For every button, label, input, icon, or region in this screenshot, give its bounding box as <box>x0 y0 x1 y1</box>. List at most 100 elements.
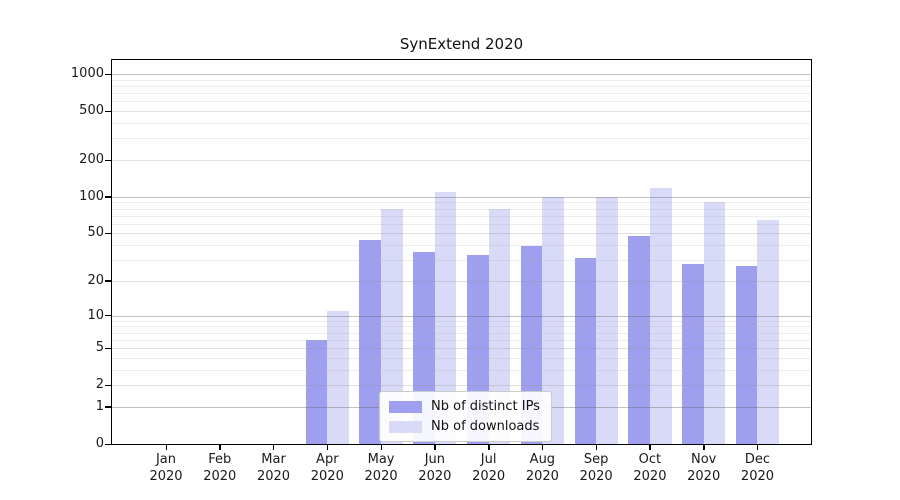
bar-distinct-ips-Dec-2020 <box>735 265 758 444</box>
y-tick-label-0: 0 <box>95 436 104 451</box>
x-tick-label-Apr-2020: Apr 2020 <box>310 452 344 484</box>
minor-gridline <box>112 223 811 225</box>
x-tick-label-Nov-2020: Nov 2020 <box>687 452 721 484</box>
gridline-20 <box>112 280 811 282</box>
y-tick-mark <box>105 159 111 161</box>
y-tick-label-500: 500 <box>79 103 104 119</box>
minor-gridline <box>112 215 811 217</box>
legend-row-downloads: Nb of downloads <box>389 419 540 434</box>
legend-swatch-downloads <box>389 420 422 433</box>
x-tick-mark <box>380 445 382 450</box>
x-tick-mark <box>595 445 598 450</box>
bar-downloads-Sep-2020 <box>596 196 618 444</box>
minor-gridline <box>112 320 811 322</box>
legend-swatch-distinct-ips <box>389 400 422 413</box>
y-tick-mark <box>105 384 111 387</box>
grid-layer <box>112 60 811 444</box>
minor-gridline <box>112 369 811 371</box>
legend-label-downloads: Nb of downloads <box>431 419 540 434</box>
minor-gridline <box>112 208 811 210</box>
gridline-10 <box>112 315 811 317</box>
y-tick-label-1: 1 <box>95 398 104 414</box>
y-tick-label-10: 10 <box>87 307 104 323</box>
gridline-2 <box>112 385 811 387</box>
x-tick-mark <box>541 445 544 450</box>
x-tick-mark <box>434 445 436 450</box>
y-tick-label-50: 50 <box>87 225 104 241</box>
bar-downloads-Dec-2020 <box>757 219 780 444</box>
x-tick-mark <box>326 445 329 450</box>
x-tick-label-Sep-2020: Sep 2020 <box>579 452 613 484</box>
bar-distinct-ips-May-2020 <box>359 240 382 444</box>
x-tick-mark <box>273 445 275 450</box>
bar-downloads-Nov-2020 <box>703 202 726 444</box>
bar-downloads-Aug-2020 <box>542 196 564 444</box>
y-tick-mark <box>105 406 111 408</box>
y-tick-mark <box>105 196 111 198</box>
y-tick-label-5: 5 <box>95 340 104 356</box>
minor-gridline <box>112 138 811 140</box>
x-tick-mark <box>219 445 221 450</box>
minor-gridline <box>112 357 811 359</box>
minor-gridline <box>112 260 811 262</box>
bars-layer <box>112 60 811 444</box>
bar-downloads-Apr-2020 <box>327 310 349 444</box>
x-tick-mark <box>165 445 167 450</box>
x-tick-label-Aug-2020: Aug 2020 <box>525 452 559 484</box>
x-tick-label-Mar-2020: Mar 2020 <box>256 452 291 484</box>
minor-gridline <box>112 79 811 81</box>
y-tick-mark <box>105 280 111 282</box>
x-tick-label-Jun-2020: Jun 2020 <box>418 452 452 484</box>
x-tick-label-Jan-2020: Jan 2020 <box>149 452 183 484</box>
gridline-1000 <box>112 74 811 76</box>
x-tick-label-May-2020: May 2020 <box>364 452 398 484</box>
y-tick-label-2: 2 <box>95 377 104 393</box>
bar-distinct-ips-Oct-2020 <box>628 235 650 444</box>
y-tick-label-1000: 1000 <box>70 66 104 82</box>
x-tick-mark <box>703 445 705 450</box>
x-tick-mark <box>488 445 490 450</box>
y-tick-mark <box>105 110 111 112</box>
minor-gridline <box>112 326 811 328</box>
bar-distinct-ips-Apr-2020 <box>305 339 328 444</box>
minor-gridline <box>112 202 811 204</box>
y-tick-label-100: 100 <box>79 188 104 204</box>
y-tick-mark <box>105 315 111 317</box>
y-tick-label-20: 20 <box>87 272 104 288</box>
minor-gridline <box>112 93 811 95</box>
bar-downloads-May-2020 <box>381 209 403 444</box>
x-tick-label-Dec-2020: Dec 2020 <box>740 452 775 484</box>
plot-area: Nb of distinct IPs Nb of downloads <box>112 60 811 444</box>
gridline-200 <box>112 160 811 162</box>
x-tick-mark <box>649 445 651 450</box>
x-tick-label-Feb-2020: Feb 2020 <box>203 452 237 484</box>
y-tick-mark <box>105 443 111 445</box>
bar-downloads-Oct-2020 <box>649 188 672 444</box>
minor-gridline <box>112 123 811 125</box>
bar-downloads-Jul-2020 <box>488 209 511 444</box>
bar-distinct-ips-Nov-2020 <box>682 263 704 444</box>
legend-label-distinct-ips: Nb of distinct IPs <box>431 399 540 414</box>
gridline-500 <box>112 111 811 113</box>
x-tick-label-Oct-2020: Oct 2020 <box>633 452 667 484</box>
x-tick-mark <box>756 445 759 450</box>
y-tick-mark <box>105 73 111 75</box>
minor-gridline <box>112 85 811 87</box>
gridline-50 <box>112 233 811 235</box>
bar-distinct-ips-Sep-2020 <box>574 258 597 444</box>
minor-gridline <box>112 245 811 247</box>
minor-gridline <box>112 339 811 341</box>
chart-title: SynExtend 2020 <box>399 35 524 53</box>
legend-row-distinct-ips: Nb of distinct IPs <box>389 399 540 414</box>
gridline-5 <box>112 348 811 350</box>
minor-gridline <box>112 332 811 334</box>
bar-downloads-Jun-2020 <box>434 191 457 444</box>
gridline-100 <box>112 196 811 198</box>
legend: Nb of distinct IPs Nb of downloads <box>379 391 552 442</box>
minor-gridline <box>112 101 811 103</box>
x-tick-label-Jul-2020: Jul 2020 <box>472 452 506 484</box>
y-tick-mark <box>105 232 111 235</box>
y-tick-mark <box>105 347 111 349</box>
y-tick-label-200: 200 <box>79 152 104 168</box>
